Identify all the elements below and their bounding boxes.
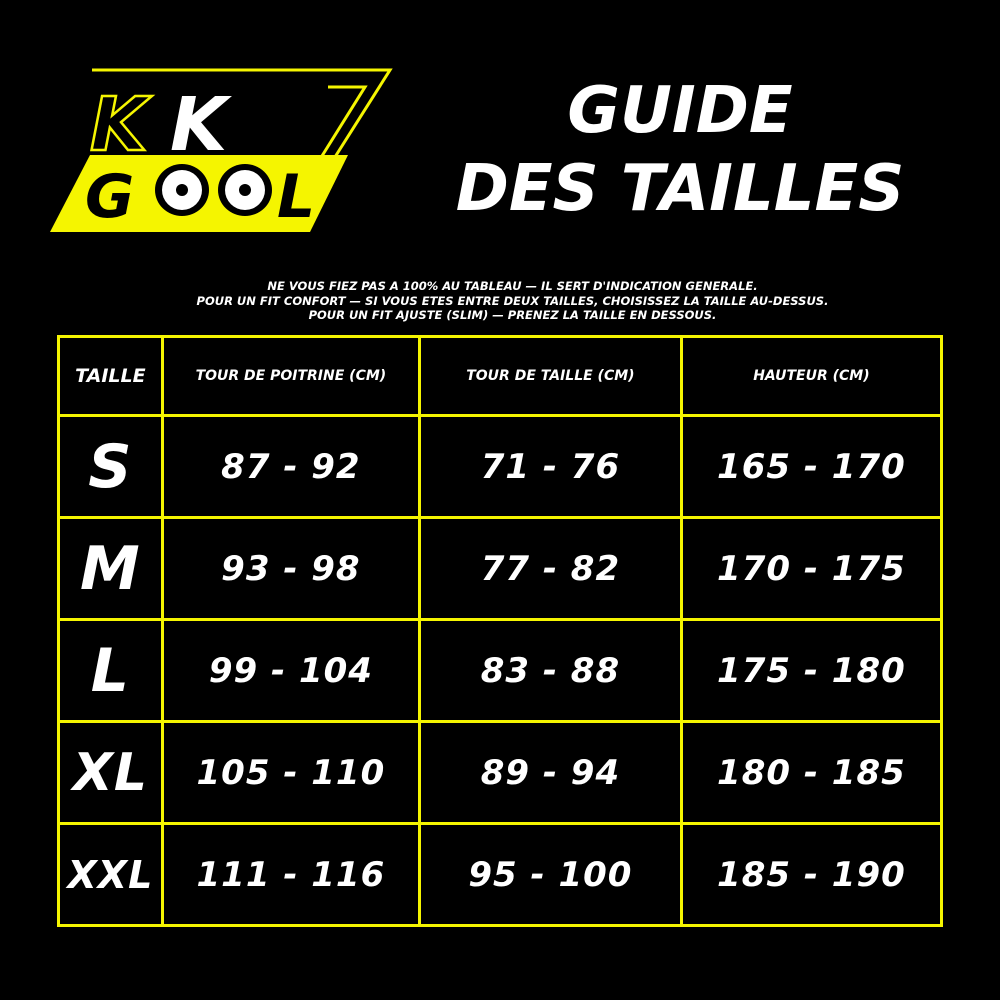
size-cell: XXL [57, 822, 164, 927]
chest-cell: 93 - 98 [160, 516, 421, 621]
size-table: TAILLE TOUR DE POITRINE (CM) TOUR DE TAI… [57, 335, 944, 927]
note-line: POUR UN FIT AJUSTE (SLIM) — PRENEZ LA TA… [308, 308, 717, 322]
note-line: POUR UN FIT CONFORT — SI VOUS ETES ENTRE… [196, 293, 829, 308]
chest-cell: 111 - 116 [160, 822, 421, 927]
title-line-2: DES TAILLES [455, 152, 905, 226]
size-notes: NE VOUS FIEZ PAS A 100% AU TABLEAU — IL … [100, 279, 925, 323]
svg-text:G: G [85, 162, 134, 232]
height-cell: 170 - 175 [679, 516, 944, 621]
height-cell: 165 - 170 [679, 414, 944, 519]
header-taille: TAILLE [57, 335, 164, 417]
chest-cell: 87 - 92 [160, 414, 421, 519]
size-cell: XL [57, 720, 164, 825]
height-cell: 185 - 190 [679, 822, 944, 927]
table-row: S 87 - 92 71 - 76 165 - 170 [57, 414, 944, 519]
header-poitrine: TOUR DE POITRINE (CM) [160, 335, 421, 417]
chest-cell: 105 - 110 [160, 720, 421, 825]
table-row: XL 105 - 110 89 - 94 180 - 185 [57, 720, 944, 825]
waist-cell: 83 - 88 [417, 618, 683, 723]
page-title: GUIDE DES TAILLES [400, 72, 960, 228]
size-cell: L [57, 618, 164, 723]
kk-gool-logo: K K G L [45, 62, 405, 237]
table-row: XXL 111 - 116 95 - 100 185 - 190 [57, 822, 944, 927]
svg-text:L: L [277, 162, 315, 232]
header-tour-taille: TOUR DE TAILLE (CM) [417, 335, 683, 417]
svg-text:K: K [170, 82, 232, 168]
title-line-1: GUIDE [567, 74, 793, 148]
size-cell: M [57, 516, 164, 621]
waist-cell: 71 - 76 [417, 414, 683, 519]
height-cell: 175 - 180 [679, 618, 944, 723]
waist-cell: 89 - 94 [417, 720, 683, 825]
waist-cell: 77 - 82 [417, 516, 683, 621]
table-row: L 99 - 104 83 - 88 175 - 180 [57, 618, 944, 723]
table-row: M 93 - 98 77 - 82 170 - 175 [57, 516, 944, 621]
note-line: NE VOUS FIEZ PAS A 100% AU TABLEAU — IL … [267, 279, 758, 293]
chest-cell: 99 - 104 [160, 618, 421, 723]
height-cell: 180 - 185 [679, 720, 944, 825]
svg-text:K: K [90, 82, 152, 168]
header-hauteur: HAUTEUR (CM) [679, 335, 944, 417]
waist-cell: 95 - 100 [417, 822, 683, 927]
size-cell: S [57, 414, 164, 519]
table-header-row: TAILLE TOUR DE POITRINE (CM) TOUR DE TAI… [57, 335, 944, 417]
